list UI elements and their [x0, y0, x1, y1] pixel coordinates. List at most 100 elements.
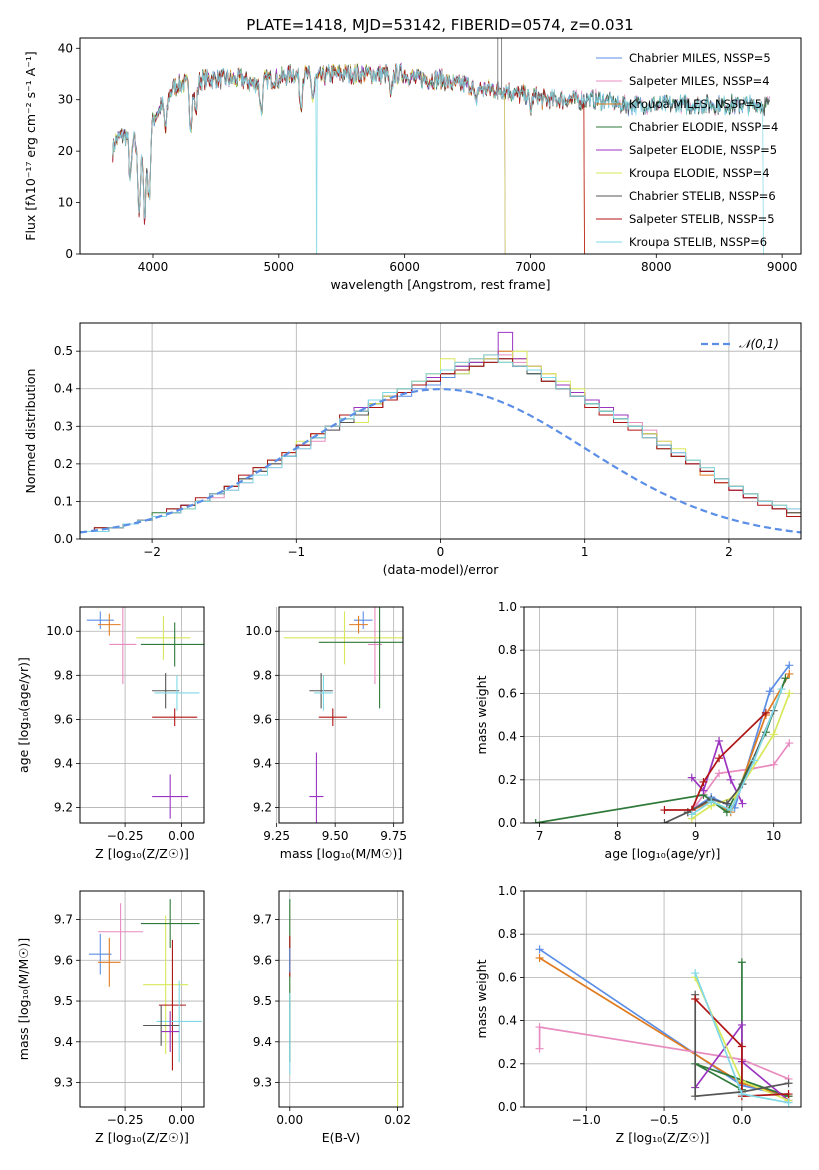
mass_vs_Z-ytick-label: 9.7 — [54, 913, 73, 927]
mass_vs_Z-frame — [79, 890, 205, 1108]
age_vs_Z-ytick-label: 9.8 — [54, 668, 73, 682]
weight_vs_age-ytick-label: 0.8 — [498, 643, 517, 657]
weight_vs_Z-frame — [523, 890, 802, 1108]
weight_vs_Z-marker-salpeter-stelib — [784, 1090, 793, 1099]
weight_vs_Z-marker-kroupa-stelib — [691, 969, 700, 978]
weight_vs_Z-ylabel: mass weight — [474, 959, 489, 1038]
age_vs_mass-xlabel: mass [log₁₀(M/M☉)] — [280, 846, 402, 861]
spectrum-ytick-label: 0 — [65, 247, 73, 261]
weight-vs-age-panel: 7 8 9 10 0.0 0.2 0.4 0.6 0.8 1.0 age [log₁₀(age/yr… — [474, 600, 802, 861]
residuals-ytick-label: 0.5 — [54, 344, 73, 358]
mass_vs_EBV-points-group — [289, 899, 399, 1107]
age_vs_mass-xtick-label: 9.50 — [322, 829, 349, 843]
weight_vs_age-ytick-label: 0.6 — [498, 686, 517, 700]
weight_vs_age-marker-salpeter-miles — [715, 769, 724, 778]
weight_vs_age-series-group — [531, 661, 794, 823]
weight_vs_Z-marker-salpeter-stelib — [691, 995, 700, 1003]
age_vs_mass-xtick-label: 9.75 — [380, 829, 407, 843]
weight_vs_age-marker-salpeter-miles — [785, 739, 794, 748]
weight_vs_age-ytick-label: 1.0 — [498, 600, 517, 614]
spectrum-xtick-label: 4000 — [138, 260, 169, 274]
mass_vs_EBV-xlabel: E(B-V) — [322, 1130, 361, 1145]
mass-vs-ebv-panel: 0.00 0.02 9.3 9.4 9.5 9.6 9.7 E(B-V) — [253, 890, 411, 1145]
weight_vs_Z-line-salpeter-stelib — [694, 998, 789, 1098]
weight_vs_Z-marker-chabrier-miles — [535, 945, 544, 954]
weight_vs_age-ytick-label: 0.2 — [498, 773, 517, 787]
age_vs_mass-ytick-label: 10.0 — [245, 624, 272, 638]
mass_vs_EBV-ytick-label: 9.6 — [253, 953, 272, 967]
spectrum-xtick-label: 9000 — [767, 260, 798, 274]
mass_vs_EBV-ytick-label: 9.4 — [253, 1035, 272, 1049]
mass_vs_Z-points-group — [89, 899, 202, 1071]
residuals-normal-curve — [80, 387, 801, 534]
mass_vs_EBV-frame — [278, 890, 404, 1108]
weight_vs_Z-xtick-label: −1.0 — [572, 1113, 601, 1127]
weight_vs_age-xtick-label: 10 — [766, 829, 781, 843]
spectrum-legend-label-kroupa-stelib: Kroupa STELIB, NSSP=6 — [629, 235, 767, 249]
weight_vs_Z-marker-chabrier-elodie — [737, 958, 746, 967]
age-vs-mass-panel: 9.25 9.50 9.75 9.2 9.4 9.6 9.8 10.0 mass [log₁₀(… — [245, 606, 407, 861]
age_vs_Z-xtick-label: −0.25 — [107, 829, 144, 843]
weight_vs_age-marker-chabrier-miles — [785, 661, 794, 670]
weight_vs_Z-ytick-label: 0.4 — [498, 1014, 517, 1028]
spectrum-legend-label-salpeter-miles: Salpeter MILES, NSSP=4 — [629, 74, 770, 88]
age_vs_Z-points-group — [86, 607, 204, 819]
spectrum-ytick-label: 10 — [58, 196, 73, 210]
mass_vs_Z-ytick-label: 9.5 — [54, 994, 73, 1008]
weight_vs_Z-marker-chabrier-stelib — [784, 1079, 793, 1088]
weight_vs_age-marker-chabrier-elodie — [531, 819, 540, 823]
residuals-histogram-salpeter-stelib — [80, 358, 801, 539]
age_vs_mass-frame — [278, 606, 404, 824]
mass_vs_Z-xlabel: Z [log₁₀(Z/Z☉)] — [95, 1130, 189, 1145]
spectrum-legend-label-salpeter-elodie: Salpeter ELODIE, NSSP=5 — [629, 143, 777, 157]
weight_vs_age-marker-kroupa-stelib — [726, 806, 735, 815]
age_vs_mass-ytick-label: 9.4 — [253, 756, 272, 770]
spectrum-legend-label-kroupa-elodie: Kroupa ELODIE, NSSP=4 — [629, 166, 770, 180]
mass_vs_Z-ytick-label: 9.6 — [54, 953, 73, 967]
residuals-series-group — [80, 331, 801, 539]
weight_vs_age-line-salpeter-stelib — [664, 712, 767, 811]
weight_vs_Z-series-group — [535, 945, 793, 1107]
weight_vs_age-ylabel: mass weight — [474, 675, 489, 754]
weight_vs_age-marker-kroupa-miles — [785, 669, 794, 678]
spectrum-series-kroupa-stelib — [112, 63, 764, 254]
age_vs_mass-ytick-label: 9.2 — [253, 801, 272, 815]
weight_vs_age-xlabel: age [log₁₀(age/yr)] — [605, 846, 721, 861]
weight_vs_age-xtick-label: 9 — [692, 829, 700, 843]
residuals-ytick-label: 0.4 — [54, 382, 73, 396]
age_vs_Z-ylabel: age [log₁₀(age/yr)] — [16, 657, 31, 773]
weight_vs_age-marker-chabrier-elodie — [781, 674, 790, 683]
age_vs_Z-ytick-label: 10.0 — [46, 624, 73, 638]
residuals-xtick-label: −1 — [287, 545, 305, 559]
spectrum-legend-label-chabrier-miles: Chabrier MILES, NSSP=5 — [629, 51, 771, 65]
residuals-ytick-label: 0.2 — [54, 457, 73, 471]
mass_vs_EBV-xtick-label: 0.02 — [384, 1113, 411, 1127]
weight_vs_Z-ytick-label: 0.8 — [498, 927, 517, 941]
weight_vs_Z-xtick-label: −0.5 — [649, 1113, 678, 1127]
weight_vs_Z-ytick-label: 0.2 — [498, 1057, 517, 1071]
weight_vs_Z-xlabel: Z [log₁₀(Z/Z☉)] — [616, 1130, 710, 1145]
age-vs-metallicity-panel: −0.25 0.00 9.2 9.4 9.6 9.8 10.0 Z [log₁₀(Z/Z☉)]… — [16, 606, 205, 861]
mass_vs_EBV-xtick-label: 0.00 — [276, 1113, 303, 1127]
weight_vs_age-marker-salpeter-elodie — [715, 736, 724, 745]
weight_vs_age-line-chabrier-stelib — [664, 710, 775, 823]
residuals-panel: −2 −1 0 1 2 0.0 0.1 0.2 0.3 0.4 0.5 (data-model)/er… — [23, 322, 802, 577]
weight_vs_age-xtick-label: 7 — [536, 829, 544, 843]
mass_vs_EBV-ytick-label: 9.3 — [253, 1076, 272, 1090]
mass_vs_Z-ytick-label: 9.4 — [54, 1035, 73, 1049]
weight_vs_age-marker-kroupa-stelib — [750, 756, 759, 765]
age_vs_Z-xlabel: Z [log₁₀(Z/Z☉)] — [95, 846, 189, 861]
weight_vs_Z-marker-kroupa-miles — [535, 953, 544, 962]
residuals-ylabel: Normed distribution — [23, 369, 38, 494]
weight_vs_age-marker-kroupa-elodie — [769, 730, 778, 739]
weight_vs_Z-marker-chabrier-stelib — [691, 1092, 700, 1101]
weight_vs_Z-ytick-label: 0.6 — [498, 970, 517, 984]
residuals-xtick-label: −2 — [143, 545, 161, 559]
weight_vs_age-marker-chabrier-stelib — [722, 799, 731, 808]
weight_vs_Z-marker-salpeter-miles — [535, 1023, 544, 1032]
weight_vs_age-marker-kroupa-stelib — [687, 810, 696, 819]
weight_vs_age-marker-salpeter-elodie — [687, 773, 696, 782]
weight_vs_age-line-salpeter-miles — [695, 742, 790, 807]
age_vs_mass-xtick-label: 9.25 — [263, 829, 290, 843]
weight_vs_Z-ytick-label: 1.0 — [498, 884, 517, 898]
